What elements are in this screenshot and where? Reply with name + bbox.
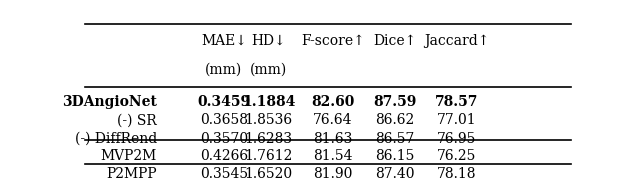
Text: MVP2M: MVP2M bbox=[100, 149, 157, 163]
Text: 0.3459: 0.3459 bbox=[197, 95, 250, 109]
Text: HD↓: HD↓ bbox=[251, 34, 286, 48]
Text: 87.40: 87.40 bbox=[375, 167, 415, 181]
Text: 81.54: 81.54 bbox=[313, 149, 353, 163]
Text: (-) SR: (-) SR bbox=[117, 113, 157, 127]
Text: 76.95: 76.95 bbox=[437, 132, 477, 146]
Text: (mm): (mm) bbox=[205, 62, 243, 77]
Text: P2MPP: P2MPP bbox=[106, 167, 157, 181]
Text: 86.15: 86.15 bbox=[375, 149, 415, 163]
Text: 87.59: 87.59 bbox=[373, 95, 417, 109]
Text: 1.7612: 1.7612 bbox=[244, 149, 292, 163]
Text: 0.3658: 0.3658 bbox=[200, 113, 248, 127]
Text: 81.90: 81.90 bbox=[313, 167, 353, 181]
Text: 0.3570: 0.3570 bbox=[200, 132, 248, 146]
Text: (mm): (mm) bbox=[250, 62, 287, 77]
Text: 82.60: 82.60 bbox=[311, 95, 355, 109]
Text: 77.01: 77.01 bbox=[437, 113, 477, 127]
Text: 0.4266: 0.4266 bbox=[200, 149, 248, 163]
Text: 78.57: 78.57 bbox=[435, 95, 479, 109]
Text: MAE↓: MAE↓ bbox=[201, 34, 247, 48]
Text: 81.63: 81.63 bbox=[313, 132, 353, 146]
Text: 1.8536: 1.8536 bbox=[244, 113, 292, 127]
Text: 86.62: 86.62 bbox=[375, 113, 415, 127]
Text: 0.3545: 0.3545 bbox=[200, 167, 248, 181]
Text: 1.6283: 1.6283 bbox=[244, 132, 292, 146]
Text: Dice↑: Dice↑ bbox=[373, 34, 417, 48]
Text: (-) DiffRend: (-) DiffRend bbox=[75, 132, 157, 146]
Text: 76.64: 76.64 bbox=[313, 113, 353, 127]
Text: 1.1884: 1.1884 bbox=[242, 95, 295, 109]
Text: F-score↑: F-score↑ bbox=[301, 34, 365, 48]
Text: 3DAngioNet: 3DAngioNet bbox=[62, 95, 157, 109]
Text: 1.6520: 1.6520 bbox=[244, 167, 292, 181]
Text: Jaccard↑: Jaccard↑ bbox=[424, 34, 490, 48]
Text: 78.18: 78.18 bbox=[437, 167, 477, 181]
Text: 86.57: 86.57 bbox=[375, 132, 415, 146]
Text: 76.25: 76.25 bbox=[437, 149, 477, 163]
